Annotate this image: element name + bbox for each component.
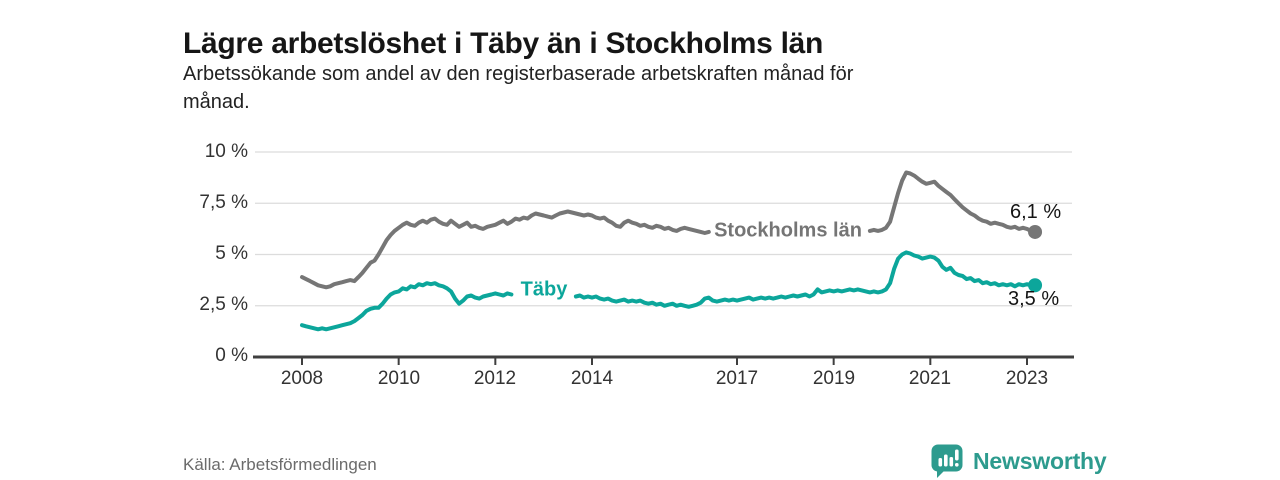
source-attribution: Källa: Arbetsförmedlingen: [183, 455, 377, 474]
series-end-dot-taby: [1028, 278, 1043, 293]
x-tick-label: 2014: [570, 368, 614, 389]
series-line-stockholms-lan: [300, 209, 711, 290]
x-tick-label: 2012: [473, 368, 517, 389]
page-title: Lägre arbetslöshet i Täby än i Stockholm…: [183, 27, 824, 61]
x-tick-label: 2019: [812, 368, 856, 389]
end-value-label-taby: 3,5 %: [1008, 288, 1060, 310]
newsworthy-wordmark: Newsworthy: [973, 447, 1107, 474]
chart-subtitle-line1: Arbetssökande som andel av den registerb…: [183, 63, 854, 85]
chart-subtitle-line2: månad.: [183, 91, 250, 113]
series-label-taby: Täby: [520, 278, 568, 301]
series-end-dot-stockholms-lan: [1028, 224, 1043, 239]
y-tick-label: 10 %: [204, 141, 248, 162]
y-tick-label: 7,5 %: [199, 192, 248, 213]
x-tick-label: 2017: [715, 368, 759, 389]
y-tick-label: 5 %: [215, 243, 248, 264]
series-line-taby: [300, 281, 514, 332]
newsworthy-bubble-chart-icon: [931, 444, 963, 478]
series-label-stockholms-lan: Stockholms län: [714, 219, 862, 242]
x-tick-label: 2021: [908, 368, 952, 389]
end-value-label-stockholms-lan: 6,1 %: [1010, 201, 1062, 223]
newsworthy-logo: Newsworthy: [930, 443, 1107, 479]
series-line-stockholms-lan: [867, 170, 1038, 234]
y-tick-label: 0 %: [215, 345, 248, 366]
y-tick-label: 2,5 %: [199, 294, 248, 315]
x-tick-label: 2023: [1005, 368, 1049, 389]
x-tick-label: 2008: [280, 368, 324, 389]
x-tick-label: 2010: [377, 368, 421, 389]
series-line-taby: [573, 250, 1038, 309]
